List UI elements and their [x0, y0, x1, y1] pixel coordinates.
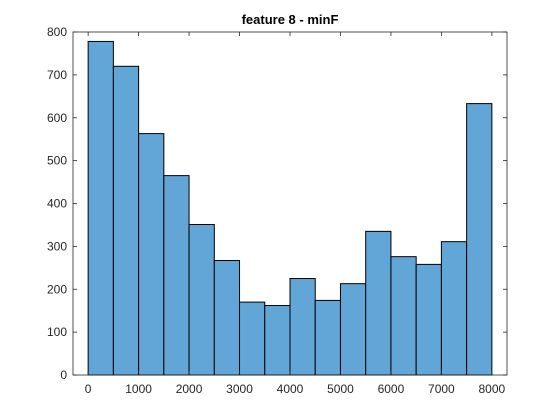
- y-tick-label-0: 0: [60, 368, 67, 382]
- x-tick-label-6000: 6000: [378, 382, 405, 396]
- histogram-bar-8: [264, 305, 291, 376]
- y-tick-label-600: 600: [47, 111, 67, 125]
- y-tick-label-800: 800: [47, 25, 67, 39]
- x-tick-label-5000: 5000: [327, 382, 354, 396]
- x-tick-label-8000: 8000: [479, 382, 506, 396]
- histogram-bar-13: [390, 256, 417, 376]
- x-tick-label-0: 0: [85, 382, 92, 396]
- histogram-bar-3: [138, 133, 165, 376]
- x-tick-label-1000: 1000: [125, 382, 152, 396]
- y-tick-label-500: 500: [47, 154, 67, 168]
- histogram-bar-9: [289, 278, 316, 376]
- axes-group: 0 1000 2000 3000 4000 5000 6000 7000 8000 0 100 200…: [47, 25, 508, 396]
- histogram-bar-15: [440, 241, 468, 376]
- histogram-bar-1: [87, 40, 114, 376]
- histogram-bar-11: [339, 283, 367, 376]
- histogram-bar-12: [365, 230, 392, 376]
- histogram-bar-4: [163, 175, 190, 376]
- histogram-bar-10: [314, 299, 341, 376]
- histogram-bar-16: [466, 103, 493, 376]
- histogram-bar-7: [239, 301, 266, 376]
- histogram-bar-14: [415, 263, 442, 376]
- histogram-bar-6: [213, 260, 241, 376]
- x-tick-label-7000: 7000: [428, 382, 455, 396]
- bars-group: [87, 40, 493, 376]
- y-tick-label-700: 700: [47, 68, 67, 82]
- x-tick-label-3000: 3000: [226, 382, 253, 396]
- y-tick-label-100: 100: [47, 325, 67, 339]
- histogram-bar-5: [188, 224, 215, 376]
- y-tick-label-400: 400: [47, 197, 67, 211]
- histogram-bar-2: [112, 65, 140, 376]
- x-tick-label-4000: 4000: [277, 382, 304, 396]
- y-tick-label-300: 300: [47, 239, 67, 253]
- y-tick-label-200: 200: [47, 282, 67, 296]
- chart-title: feature 8 - minF: [242, 12, 339, 27]
- x-tick-label-2000: 2000: [176, 382, 203, 396]
